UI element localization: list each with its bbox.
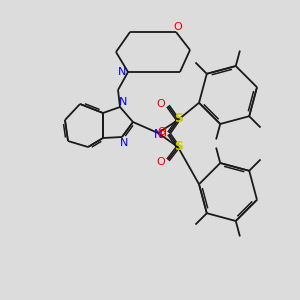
Text: O: O [158,130,166,140]
Text: O: O [158,127,166,137]
Text: N: N [120,138,128,148]
Text: S: S [175,112,184,125]
Text: O: O [174,22,182,32]
Text: O: O [157,99,165,109]
Text: N: N [119,97,127,107]
Text: N: N [154,128,162,140]
Text: O: O [157,157,165,167]
Text: N: N [118,67,126,77]
Text: S: S [175,140,184,154]
